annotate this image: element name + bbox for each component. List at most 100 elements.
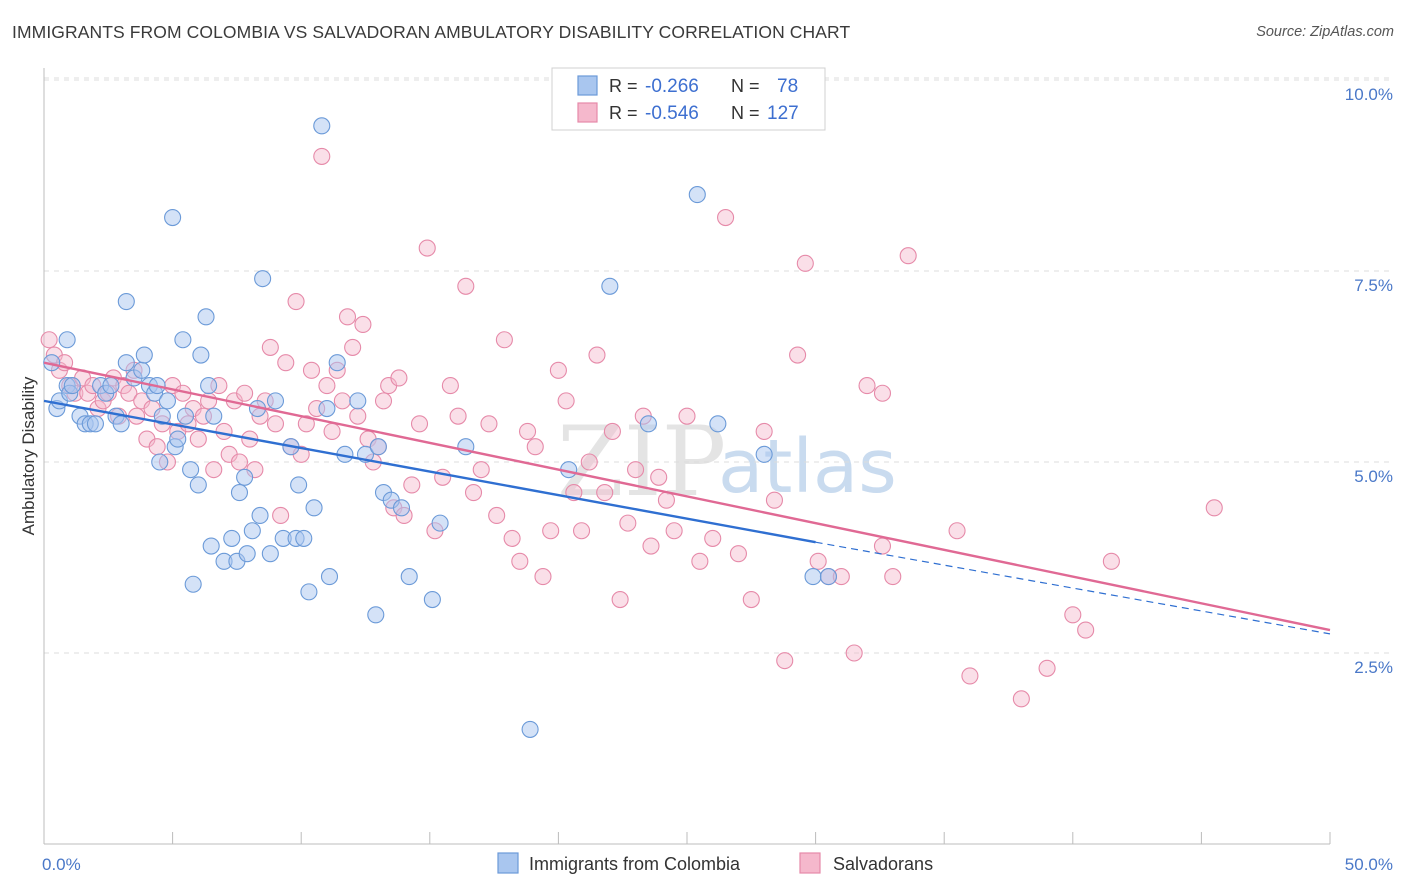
data-point-colombia [197, 308, 215, 326]
trend-line-colombia [43, 399, 816, 544]
data-point-salvadorans [755, 422, 773, 440]
data-point-colombia [133, 361, 151, 379]
data-point-salvadorans [302, 361, 321, 379]
stats-blue-swatch [577, 75, 598, 96]
data-point-salvadorans [215, 422, 233, 440]
data-point-salvadorans [266, 415, 285, 433]
data-point-colombia [521, 720, 539, 738]
legend-salvadorans-swatch [799, 852, 821, 874]
data-point-salvadorans [845, 644, 863, 662]
data-point-colombia [251, 506, 269, 525]
data-point-colombia [169, 430, 187, 448]
data-point-salvadorans [899, 247, 917, 265]
watermark-atlas: atlas [718, 424, 897, 510]
data-point-colombia [205, 407, 223, 425]
data-point-colombia [367, 606, 385, 624]
data-point-colombia [58, 331, 76, 349]
x-axis-tick-labels: 0.0% 50.0% [42, 855, 1393, 874]
data-point-salvadorans [948, 522, 966, 540]
data-point-colombia [300, 583, 318, 601]
data-point-colombia [236, 468, 254, 486]
legend-colombia-swatch [497, 852, 519, 874]
data-point-salvadorans [1102, 552, 1120, 570]
data-point-salvadorans [665, 522, 683, 540]
stats-blue-n-value: 78 [777, 76, 798, 97]
data-point-salvadorans [488, 506, 506, 525]
data-point-colombia [189, 476, 207, 494]
data-point-salvadorans [642, 537, 660, 555]
data-point-salvadorans [205, 461, 223, 479]
data-point-salvadorans [120, 384, 138, 402]
y-tick-label: 5.0% [1354, 467, 1393, 486]
data-point-salvadorans [542, 522, 560, 540]
data-point-colombia [349, 392, 367, 410]
data-point-salvadorans [534, 568, 552, 586]
data-point-salvadorans [704, 529, 722, 547]
data-point-colombia [400, 568, 418, 586]
data-point-colombia [709, 415, 727, 433]
data-point-salvadorans [691, 552, 709, 570]
data-point-salvadorans [1077, 621, 1095, 639]
stats-pink-r-label: R = [609, 103, 638, 123]
data-point-salvadorans [526, 438, 544, 456]
data-point-colombia [158, 392, 177, 410]
data-point-colombia [86, 415, 104, 433]
stats-pink-r-value: -0.546 [645, 103, 699, 124]
data-point-colombia [320, 568, 339, 586]
data-point-salvadorans [1012, 690, 1030, 708]
data-point-salvadorans [272, 506, 290, 525]
data-point-salvadorans [313, 147, 331, 165]
data-point-salvadorans [261, 338, 279, 356]
data-point-salvadorans [277, 354, 295, 372]
data-point-salvadorans [503, 529, 521, 547]
data-point-colombia [164, 208, 182, 227]
data-point-salvadorans [354, 315, 372, 334]
data-point-colombia [688, 186, 706, 204]
data-point-salvadorans [809, 552, 827, 570]
data-point-salvadorans [333, 392, 351, 410]
data-point-salvadorans [603, 422, 621, 440]
data-point-colombia [328, 354, 346, 372]
stats-blue-r-value: -0.266 [645, 76, 699, 97]
data-point-colombia [176, 407, 195, 425]
data-point-colombia [254, 270, 272, 288]
x-axis-ticks [43, 832, 1331, 844]
data-point-salvadorans [873, 537, 892, 555]
y-axis-label: Ambulatory Disability [19, 376, 38, 535]
data-point-colombia [755, 445, 773, 463]
data-point-colombia [369, 438, 387, 456]
legend: Immigrants from Colombia Salvadorans [497, 852, 933, 874]
stats-pink-n-value: 127 [767, 103, 799, 124]
data-point-salvadorans [596, 484, 614, 502]
data-point-salvadorans [338, 308, 357, 326]
data-point-salvadorans [678, 407, 696, 425]
data-point-colombia [135, 346, 153, 364]
data-point-colombia [313, 117, 331, 135]
data-point-colombia [819, 568, 838, 586]
x-tick-label: 0.0% [42, 855, 81, 874]
data-point-salvadorans [650, 468, 668, 486]
data-point-salvadorans [148, 438, 166, 456]
data-point-colombia [238, 545, 256, 563]
stats-blue-r-label: R = [609, 76, 638, 96]
data-point-colombia [601, 277, 619, 295]
data-point-colombia [230, 484, 249, 502]
data-point-colombia [192, 346, 210, 364]
data-point-salvadorans [418, 239, 436, 257]
data-point-salvadorans [495, 331, 513, 349]
data-point-salvadorans [441, 377, 459, 395]
data-point-salvadorans [230, 453, 249, 471]
data-point-salvadorans [40, 331, 58, 349]
data-point-salvadorans [611, 590, 629, 609]
data-point-colombia [392, 499, 411, 517]
x-tick-label: 50.0% [1345, 855, 1393, 874]
stats-pink-n-label: N = [731, 103, 760, 123]
y-tick-label: 7.5% [1354, 276, 1393, 295]
data-point-colombia [63, 377, 81, 395]
data-point-colombia [639, 415, 657, 433]
data-point-salvadorans [1064, 606, 1082, 624]
data-point-colombia [184, 575, 202, 593]
data-point-salvadorans [627, 461, 645, 479]
data-point-salvadorans [410, 415, 429, 433]
data-point-salvadorans [873, 384, 892, 402]
